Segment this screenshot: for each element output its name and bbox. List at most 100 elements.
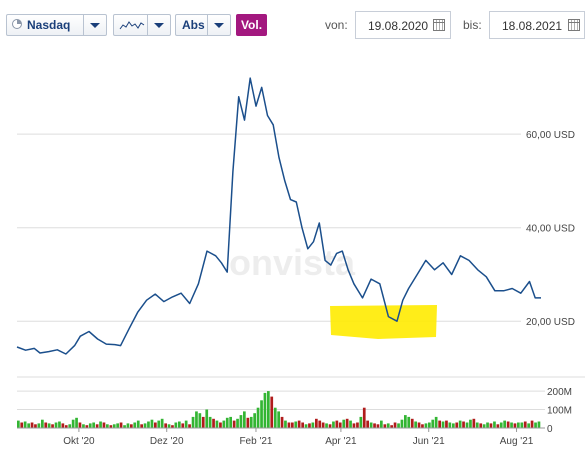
volume-bar (325, 423, 328, 428)
volume-bar (277, 411, 280, 428)
volume-bar (116, 423, 119, 428)
volume-bar (215, 420, 219, 428)
exchange-select[interactable]: Nasdaq (6, 14, 107, 36)
volume-bar (503, 420, 506, 428)
volume-bar (88, 423, 92, 428)
exchange-select-label: Nasdaq (27, 18, 71, 32)
volume-bar (188, 424, 191, 428)
volume-bar (404, 415, 407, 428)
x-tick-label: Feb '21 (239, 436, 272, 447)
volume-bar (92, 422, 95, 428)
volume-bar (82, 424, 85, 428)
volume-bar (445, 420, 448, 428)
volume-bar (150, 419, 154, 428)
volume-bar (294, 421, 298, 428)
volume-bar (205, 409, 209, 428)
line-chart-icon (119, 21, 145, 30)
scale-select-label: Abs (182, 18, 205, 32)
volume-bar (30, 422, 34, 428)
y-tick-label: 20,00 USD (526, 317, 575, 328)
volume-bar (133, 422, 137, 428)
volume-bar (54, 422, 58, 428)
volume-bar (64, 425, 68, 428)
chevron-down-icon[interactable] (83, 15, 106, 35)
volume-bar (23, 421, 27, 428)
volume-bar (219, 422, 222, 428)
volume-bar (78, 422, 82, 428)
volume-bar (174, 422, 178, 428)
calendar-icon[interactable] (433, 19, 445, 31)
x-tick-label: Apr '21 (325, 436, 357, 447)
volume-bar (462, 421, 465, 428)
volume-bar (256, 407, 260, 428)
volume-bar (164, 423, 167, 428)
volume-bar (239, 415, 243, 428)
volume-bar (376, 424, 380, 428)
volume-bar (284, 420, 287, 428)
price-chart[interactable]: 20,00 USD 40,00 USD 60,00 USD onvista 0 100M 2… (0, 50, 585, 462)
volume-tick-label: 0 (547, 424, 553, 435)
volume-bar (356, 422, 359, 428)
volume-bar (249, 416, 253, 428)
volume-bar (321, 422, 325, 428)
volume-bar (328, 424, 332, 428)
volume-bar (534, 422, 537, 428)
volume-bar (486, 422, 489, 428)
volume-bar (397, 423, 400, 428)
volume-bar (499, 422, 503, 428)
volume-bar (349, 420, 352, 428)
volume-bar (366, 420, 369, 428)
to-date-field[interactable]: 18.08.2021 (489, 11, 585, 39)
volume-bar (178, 421, 181, 428)
volume-bar (452, 423, 455, 428)
watermark-logo: onvista (229, 242, 356, 283)
scale-select[interactable]: Abs (175, 14, 231, 36)
volume-bar (253, 413, 256, 428)
from-date-field[interactable]: 19.08.2020 (355, 11, 451, 39)
volume-bar (315, 418, 318, 428)
volume-bar (85, 425, 89, 428)
volume-bar (469, 419, 472, 428)
volume-bar (34, 424, 37, 428)
chart-toolbar: Nasdaq Abs Vol. von: 19.08.2020 bis: 18.… (0, 0, 585, 50)
calendar-icon[interactable] (568, 19, 580, 31)
volume-bar (20, 422, 24, 428)
volume-bar (428, 422, 431, 428)
x-tick-label: Dez '20 (150, 436, 184, 447)
volume-bar (208, 416, 212, 428)
volume-bar (263, 392, 267, 428)
volume-tick-label: 100M (547, 406, 572, 417)
volume-bar (71, 419, 75, 428)
volume-bar (280, 416, 284, 428)
chevron-down-icon[interactable] (207, 15, 230, 35)
volume-bar (130, 424, 133, 428)
volume-toggle-button[interactable]: Vol. (236, 14, 267, 36)
volume-bar (27, 423, 30, 428)
from-date-value: 19.08.2020 (368, 19, 429, 33)
chevron-down-icon[interactable] (147, 15, 170, 35)
volume-bar (51, 424, 54, 428)
volume-bar (99, 421, 102, 428)
volume-bar (102, 422, 106, 428)
volume-bar (75, 417, 78, 428)
volume-bar (455, 422, 459, 428)
volume-bar (61, 423, 65, 428)
volume-bar (212, 418, 215, 428)
volume-bar (537, 421, 541, 428)
chart-type-select[interactable] (113, 14, 171, 36)
x-tick-label: Okt '20 (63, 436, 95, 447)
volume-bar (119, 422, 123, 428)
exchange-pie-icon (12, 19, 22, 29)
volume-bar (438, 420, 441, 428)
volume-bar (270, 396, 274, 428)
volume-bar (434, 416, 438, 428)
volume-bar (198, 413, 202, 428)
volume-bar (236, 418, 239, 428)
volume-bar (157, 420, 161, 428)
volume-bar (530, 420, 534, 428)
volume-bar (513, 423, 517, 428)
volume-bar (246, 417, 250, 428)
volume-bar (414, 421, 417, 428)
volume-bar (160, 418, 164, 428)
volume-bar (318, 420, 322, 428)
